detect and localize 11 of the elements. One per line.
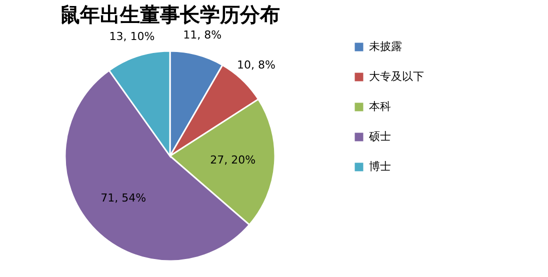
data-label: 11, 8% (183, 28, 222, 42)
data-label: 10, 8% (237, 58, 276, 72)
legend-label: 大专及以下 (369, 70, 424, 83)
legend-label: 本科 (369, 100, 391, 113)
data-label: 13, 10% (109, 30, 155, 43)
data-label: 71, 54% (100, 191, 146, 204)
legend-label: 未披露 (369, 40, 402, 53)
data-label: 27, 20% (210, 153, 256, 166)
legend-label: 硕士 (368, 130, 391, 143)
chart-title: 鼠年出生董事长学历分布 (60, 2, 280, 26)
legend-label: 博士 (369, 160, 391, 173)
